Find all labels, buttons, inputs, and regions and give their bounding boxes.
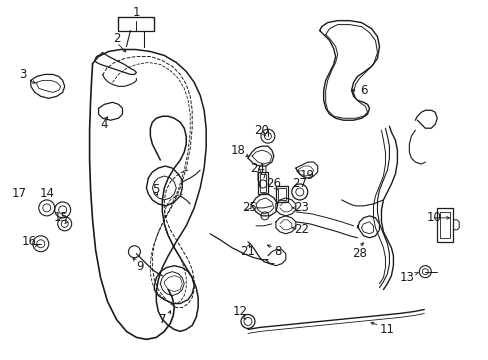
Text: 27: 27 <box>292 177 306 190</box>
Bar <box>277 188 285 200</box>
Bar <box>260 174 265 192</box>
Text: 5: 5 <box>151 184 159 197</box>
Text: 26: 26 <box>266 177 281 190</box>
Text: 25: 25 <box>242 201 257 215</box>
Text: 9: 9 <box>136 260 144 273</box>
Bar <box>258 172 267 194</box>
Bar <box>118 17 154 31</box>
Text: 11: 11 <box>379 323 394 336</box>
Text: 13: 13 <box>399 271 414 284</box>
Bar <box>439 212 449 238</box>
Text: 18: 18 <box>230 144 245 157</box>
Text: 6: 6 <box>359 84 366 97</box>
Text: 20: 20 <box>254 124 269 137</box>
Text: 4: 4 <box>101 118 108 131</box>
Text: 19: 19 <box>299 168 314 181</box>
Text: 16: 16 <box>21 235 36 248</box>
Text: 7: 7 <box>158 313 166 326</box>
Text: 22: 22 <box>294 223 308 236</box>
Text: 10: 10 <box>426 211 441 224</box>
Text: 12: 12 <box>232 305 247 318</box>
Text: 21: 21 <box>240 245 255 258</box>
Text: 28: 28 <box>351 247 366 260</box>
Text: 14: 14 <box>39 188 54 201</box>
Text: 2: 2 <box>113 32 120 45</box>
Text: 1: 1 <box>132 6 140 19</box>
Text: 15: 15 <box>53 211 68 224</box>
Text: 17: 17 <box>11 188 26 201</box>
Text: 3: 3 <box>19 68 26 81</box>
Text: 8: 8 <box>274 245 281 258</box>
Bar <box>275 186 287 202</box>
Text: 24: 24 <box>250 162 265 175</box>
Bar <box>436 208 452 242</box>
Text: 23: 23 <box>294 201 308 215</box>
